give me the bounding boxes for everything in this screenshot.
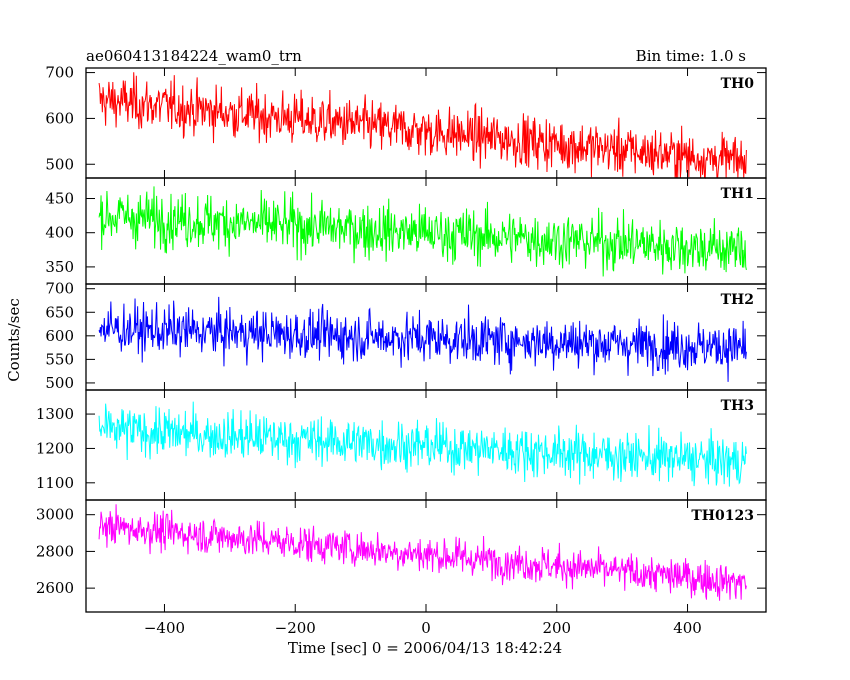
panel-label: TH1 — [721, 186, 754, 202]
x-tick-label: −200 — [275, 619, 316, 637]
series-line-th3 — [98, 401, 747, 487]
chart-title: ae060413184224_wam0_trn — [86, 47, 302, 65]
y-tick-label: 450 — [45, 190, 74, 208]
series-line-th0 — [98, 72, 747, 180]
panel-th1: 350 400 450 TH1 — [45, 177, 767, 285]
y-tick-label: 500 — [45, 155, 74, 173]
x-tick-label: 0 — [421, 619, 431, 637]
x-axis-label: Time [sec] 0 = 2006/04/13 18:42:24 — [288, 639, 562, 657]
x-tick-label: −400 — [144, 619, 185, 637]
y-tick-label: 500 — [45, 374, 74, 392]
panel-th0123: 2600 2800 3000 TH0123 — [36, 499, 767, 613]
series-line-th1 — [98, 186, 747, 277]
series-line-th0123 — [98, 504, 747, 601]
panel-label: TH2 — [721, 292, 754, 308]
y-tick-label: 1300 — [36, 405, 74, 423]
panel-th0: 500 600 700 TH0 — [45, 64, 767, 180]
y-tick-label: 600 — [45, 109, 74, 127]
y-tick-label: 400 — [45, 224, 74, 242]
panel-label: TH0 — [721, 76, 755, 92]
y-axis-label: Counts/sec — [5, 298, 23, 382]
panel-th3: 1100 1200 1300 TH3 — [36, 389, 767, 501]
x-axis: −400 −200 0 200 400 — [144, 619, 702, 637]
y-tick-label: 2600 — [36, 579, 74, 597]
bin-time-label: Bin time: 1.0 s — [636, 47, 746, 65]
panel-th2: 500 550 600 650 700 TH2 — [45, 280, 767, 392]
series-line-th2 — [98, 296, 747, 382]
y-tick-label: 1100 — [36, 474, 74, 492]
x-tick-label: 200 — [542, 619, 571, 637]
y-tick-label: 3000 — [36, 506, 74, 524]
y-tick-label: 600 — [45, 327, 74, 345]
y-tick-label: 2800 — [36, 542, 74, 560]
y-tick-label: 700 — [45, 280, 74, 298]
y-tick-label: 550 — [45, 350, 74, 368]
chart-panels: 500 600 700 TH0 350 400 450 TH1 500 550 600 650 700 T… — [36, 64, 767, 613]
panel-label: TH0123 — [691, 508, 754, 524]
y-tick-label: 650 — [45, 303, 74, 321]
y-tick-label: 350 — [45, 258, 74, 276]
x-tick-label: 400 — [673, 619, 702, 637]
y-tick-label: 1200 — [36, 439, 74, 457]
panel-label: TH3 — [721, 398, 754, 414]
y-tick-label: 700 — [45, 64, 74, 82]
